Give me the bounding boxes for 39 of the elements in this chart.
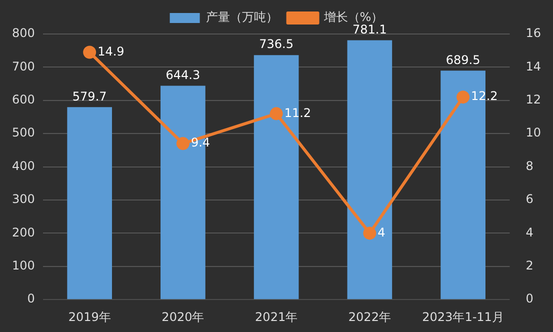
y2-tick-label: 0 — [526, 292, 534, 306]
point — [83, 46, 96, 59]
x-tick-label: 2019年 — [68, 310, 111, 324]
bar — [67, 107, 112, 300]
legend-label: 产量（万吨） — [206, 10, 278, 24]
y-tick-label: 0 — [27, 292, 35, 306]
x-tick-label: 2022年 — [348, 310, 391, 324]
y2-tick-label: 12 — [526, 92, 542, 107]
y-tick-label: 800 — [12, 26, 35, 40]
data-label: 579.7 — [72, 89, 107, 104]
point — [456, 90, 470, 104]
y2-tick-label: 6 — [526, 192, 534, 206]
legend-label: 增长（%） — [322, 10, 384, 24]
x-tick-label: 2021年 — [255, 310, 298, 324]
data-label: 781.1 — [352, 22, 387, 36]
y2-tick-label: 10 — [526, 126, 542, 140]
data-label: 14.9 — [98, 44, 124, 58]
y2-tick-label: 8 — [526, 158, 534, 173]
data-label: 736.5 — [259, 37, 294, 52]
point — [270, 107, 283, 120]
point — [176, 137, 190, 150]
y-tick-label: 400 — [12, 158, 35, 173]
y2-tick-label: 16 — [526, 26, 542, 40]
x-tick-label: 2023年1-11月 — [422, 310, 504, 324]
x-tick-label: 2020年 — [162, 310, 204, 324]
data-label: 644.3 — [166, 68, 200, 82]
y-tick-label: 100 — [12, 258, 35, 273]
y-tick-label: 700 — [12, 59, 35, 74]
y-tick-label: 300 — [12, 192, 35, 206]
y-tick-label: 500 — [12, 126, 35, 140]
y2-tick-label: 4 — [526, 225, 534, 240]
y2-tick-label: 2 — [526, 258, 534, 273]
y-tick-label: 600 — [12, 92, 35, 107]
data-label: 689.5 — [446, 52, 480, 67]
y-tick-label: 200 — [12, 225, 35, 240]
bar — [347, 40, 392, 300]
data-label: 4 — [378, 225, 386, 240]
point — [363, 226, 376, 240]
y2-tick-label: 14 — [526, 59, 542, 74]
